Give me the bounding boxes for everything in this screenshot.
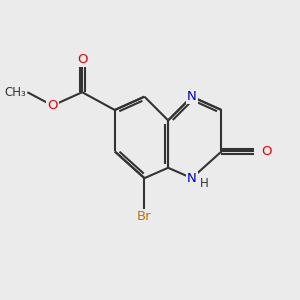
Text: Br: Br (137, 210, 152, 223)
Text: CH₃: CH₃ (4, 86, 26, 99)
Text: H: H (200, 177, 209, 190)
Text: O: O (262, 145, 272, 158)
Text: N: N (187, 90, 197, 103)
Text: N: N (187, 172, 197, 185)
Text: O: O (47, 99, 58, 112)
Text: O: O (77, 52, 88, 65)
